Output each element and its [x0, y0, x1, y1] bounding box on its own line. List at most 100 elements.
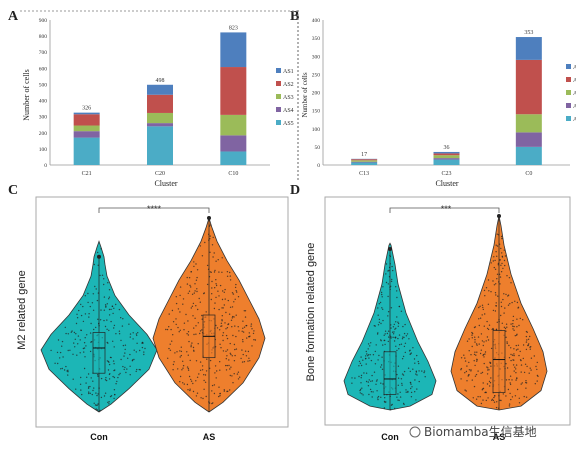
data-point: [211, 244, 214, 246]
data-point: [82, 320, 85, 323]
data-point: [500, 235, 503, 238]
data-point: [478, 306, 480, 309]
data-point: [511, 396, 514, 398]
data-point: [509, 383, 512, 386]
data-point: [466, 340, 469, 342]
y-tick-label: 200: [312, 91, 321, 97]
y-tick-label: 200: [39, 131, 48, 137]
data-point: [358, 360, 361, 363]
data-point: [193, 333, 195, 336]
data-point: [179, 381, 181, 383]
data-point: [171, 309, 174, 312]
data-point: [177, 308, 180, 310]
data-point: [512, 328, 514, 330]
data-point: [186, 276, 188, 279]
chart-d: Bone formation related gene *** Con AS: [305, 204, 548, 442]
data-point: [397, 337, 399, 340]
data-point: [108, 308, 111, 311]
data-point: [242, 339, 244, 341]
data-point: [118, 374, 120, 376]
data-point: [180, 350, 183, 353]
data-point: [91, 393, 94, 396]
data-point: [384, 401, 386, 403]
data-point: [195, 325, 197, 327]
bar-segment-as1: [433, 151, 460, 154]
data-point: [54, 362, 56, 364]
data-point: [234, 325, 236, 327]
data-point: [412, 347, 414, 349]
data-point: [404, 323, 406, 326]
data-point: [487, 369, 489, 371]
data-point: [211, 384, 214, 387]
data-point: [404, 342, 407, 344]
data-point: [520, 383, 522, 385]
data-point: [167, 357, 169, 359]
data-point: [232, 293, 235, 295]
chart-b: Number of cells Cluster 0 50 100 150 200 250 3…: [301, 18, 576, 188]
data-point: [495, 294, 497, 296]
data-point: [182, 382, 184, 384]
data-point: [376, 379, 378, 381]
data-point: [384, 343, 386, 346]
data-point: [482, 344, 484, 347]
data-point: [401, 382, 403, 385]
data-point: [229, 275, 231, 277]
data-point: [218, 295, 220, 297]
data-point: [201, 369, 204, 371]
data-point: [400, 378, 403, 380]
chart-a-ylabel: Number of cells: [22, 69, 31, 121]
data-point: [374, 363, 377, 365]
data-point: [92, 380, 94, 382]
data-point: [406, 333, 409, 335]
data-point: [388, 269, 390, 272]
data-point: [190, 307, 192, 309]
data-point: [195, 279, 198, 281]
data-point: [57, 362, 59, 365]
data-point: [199, 369, 202, 371]
data-point: [361, 387, 363, 389]
data-point: [379, 301, 382, 304]
data-point: [231, 317, 233, 319]
data-point: [190, 286, 192, 288]
data-point: [180, 354, 182, 357]
data-point: [387, 311, 390, 313]
data-point: [521, 382, 523, 384]
data-point: [104, 304, 107, 306]
data-point: [173, 361, 175, 363]
data-point: [224, 322, 226, 324]
data-point: [214, 269, 216, 272]
data-point: [474, 351, 476, 353]
data-point: [533, 355, 535, 357]
data-point: [242, 353, 244, 356]
data-point: [120, 339, 122, 342]
legend-swatch: [566, 77, 571, 82]
data-point: [109, 373, 111, 375]
data-point: [193, 292, 195, 294]
data-point: [196, 276, 198, 279]
data-point: [125, 371, 127, 374]
data-point: [219, 369, 221, 371]
data-point: [195, 360, 198, 362]
data-point: [215, 377, 217, 379]
chart-b-xlabel: Cluster: [435, 179, 458, 188]
legend-label: AS4: [283, 108, 294, 114]
data-point: [505, 395, 507, 397]
data-point: [480, 333, 483, 335]
data-point: [499, 259, 501, 261]
data-point: [168, 326, 170, 328]
data-point: [222, 332, 225, 334]
x-tick-label: C0: [525, 171, 532, 177]
data-point: [397, 325, 399, 327]
data-point: [168, 313, 170, 315]
data-point: [229, 306, 232, 308]
data-point: [416, 388, 418, 390]
data-point: [471, 332, 474, 335]
data-point: [69, 349, 71, 351]
data-point: [122, 365, 124, 368]
data-point: [222, 290, 224, 292]
data-point: [525, 396, 528, 398]
data-point: [226, 337, 229, 340]
data-point: [201, 365, 204, 367]
data-point: [471, 331, 473, 334]
data-point: [225, 358, 227, 360]
